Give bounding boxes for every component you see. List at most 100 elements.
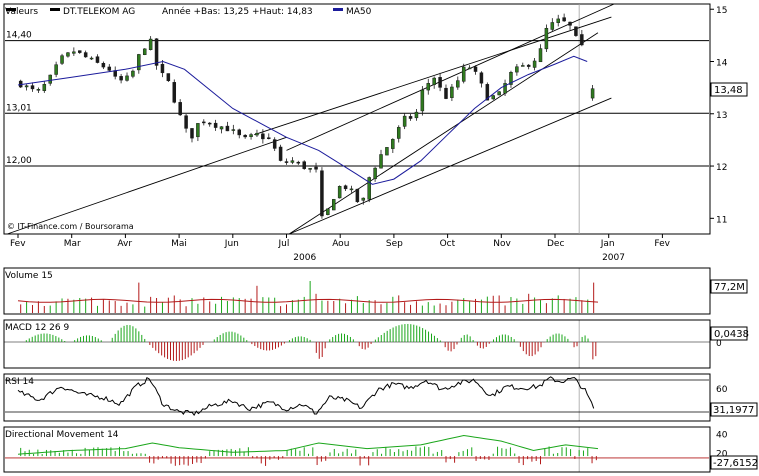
- candle-body: [438, 77, 442, 88]
- volume-last-label: 77,2M: [714, 282, 745, 293]
- x-axis: Fev Mar Avr Mai Jun Jul Aou Sep Oct Nov Dec Jan Fev 2…: [10, 234, 671, 472]
- legend-ma50: MA50: [346, 7, 372, 17]
- candle-body: [296, 161, 301, 164]
- price-left-label: 14,40: [6, 31, 32, 41]
- candle-body: [196, 123, 200, 138]
- price-y-tick-label: 14: [716, 59, 728, 69]
- candle-body: [473, 66, 478, 72]
- x-tick-label: Jan: [600, 239, 615, 249]
- trendline: [286, 3, 615, 151]
- rsi-last-box: [710, 402, 758, 417]
- trendline: [288, 32, 599, 235]
- candle-body: [503, 83, 507, 94]
- candle-body: [562, 17, 566, 22]
- dm-last-label: -27,6152: [713, 458, 758, 469]
- dm-y-tick-label: 20: [716, 449, 728, 459]
- legend-swatch-valeurs: [6, 8, 16, 11]
- x-tick-label: Oct: [440, 239, 456, 249]
- rsi-reference-levels: [5, 379, 709, 413]
- candle-body: [272, 139, 277, 149]
- candle-body: [479, 72, 484, 84]
- candle-body: [107, 66, 112, 71]
- price-y-ticks: 15 14 13 12 11: [710, 6, 728, 225]
- x-tick-label: Jun: [224, 239, 239, 249]
- candle-body: [255, 132, 259, 136]
- macd-y-tick: 0: [716, 339, 722, 349]
- price-panel: 15 14 13 12 11 14,40 13,01 12,00 13,48 Valeurs…: [3, 3, 748, 235]
- rsi-title: RSI 14: [5, 377, 34, 387]
- candle-body: [207, 122, 212, 125]
- candle-body: [54, 64, 58, 75]
- candle-body: [332, 199, 336, 211]
- candle-body: [66, 52, 70, 57]
- price-y-tick-label: 12: [716, 163, 727, 173]
- year-label: 2007: [602, 253, 625, 263]
- price-y-tick-label: 11: [716, 215, 727, 225]
- dm-plus-line: [17, 434, 599, 455]
- candle-body: [148, 38, 153, 50]
- volume-ma-line: [17, 298, 599, 303]
- candle-body: [426, 83, 431, 91]
- x-tick-label: Jul: [278, 239, 290, 249]
- chart-credit: © IT-Finance.com / Boursorama: [7, 222, 134, 231]
- x-tick-label: Avr: [117, 239, 132, 249]
- candle-body: [450, 86, 454, 98]
- candle-body: [83, 52, 88, 58]
- candle-body: [42, 84, 47, 91]
- x-tick-label: Mar: [64, 239, 81, 249]
- candle-body: [30, 85, 35, 90]
- ma50-line: [17, 55, 588, 185]
- candle-body: [396, 127, 401, 139]
- candle-body: [485, 84, 490, 101]
- candle-body: [532, 60, 537, 68]
- volume-frame: [3, 267, 711, 315]
- legend-valeurs: Valeurs: [5, 7, 38, 17]
- candle-body: [590, 88, 595, 99]
- candle-body: [391, 139, 395, 149]
- legend-range: Année +Bas: 13,25 +Haut: 14,83: [162, 6, 313, 17]
- candle-body: [337, 186, 342, 199]
- candle-body: [24, 85, 29, 88]
- price-last-value: 13,48: [710, 82, 748, 97]
- trendline: [254, 16, 612, 136]
- candle-body: [556, 18, 560, 23]
- candle-body: [267, 137, 271, 139]
- candle-body: [172, 82, 177, 103]
- candle-body: [538, 48, 543, 63]
- candle-body: [178, 102, 182, 116]
- candle-body: [326, 208, 330, 215]
- candle-body: [237, 129, 241, 136]
- candle-body: [343, 185, 348, 190]
- trendline: [7, 136, 287, 235]
- candle-body: [48, 74, 52, 84]
- legend-swatch-ma50: [333, 8, 343, 11]
- volume-last-box: [710, 279, 748, 294]
- candle-body: [373, 167, 377, 180]
- candle-body: [89, 57, 94, 60]
- candle-body: [385, 147, 389, 156]
- candle-body: [166, 73, 171, 82]
- candle-body: [497, 91, 501, 96]
- candle-body: [491, 95, 495, 100]
- dm-frame: [3, 426, 711, 473]
- price-y-tick-label: 13: [716, 111, 727, 121]
- rsi-panel: RSI 14 6030 31,1977: [3, 373, 758, 422]
- candle-body: [320, 170, 324, 217]
- candle-body: [95, 56, 100, 63]
- candle-body: [402, 115, 407, 127]
- candle-body: [544, 27, 549, 50]
- candle-body: [101, 62, 106, 68]
- candle-body: [444, 87, 448, 99]
- price-candles: [18, 13, 595, 219]
- candle-body: [290, 160, 295, 163]
- candle-body: [249, 134, 253, 137]
- candle-body: [125, 75, 129, 81]
- candle-body: [580, 34, 584, 46]
- x-tick-label: Mai: [171, 239, 187, 249]
- candle-body: [231, 129, 236, 131]
- candle-body: [202, 121, 206, 124]
- candle-body: [36, 89, 41, 91]
- macd-title: MACD 12 26 9: [5, 323, 69, 333]
- legend-stock-name: DT.TELEKOM AG: [63, 7, 135, 17]
